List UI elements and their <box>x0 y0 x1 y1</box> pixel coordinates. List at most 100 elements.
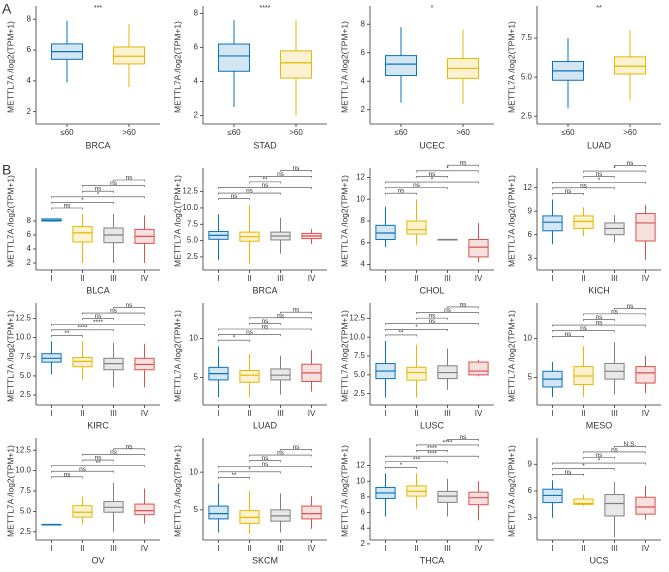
x-tick-label: II <box>414 544 418 553</box>
significance-bracket <box>583 170 646 173</box>
y-tick-label: 7.5 <box>187 219 199 228</box>
y-axis-label: METTL7A /log2(TPM+1) <box>506 175 516 267</box>
y-axis-label: METTL7A /log2(TPM+1) <box>339 310 349 402</box>
panel-label: A <box>2 1 12 17</box>
x-tick-label: III <box>277 274 284 283</box>
x-tick-label: ≤60 <box>561 128 575 137</box>
significance-label: ns <box>277 450 285 457</box>
significance-bracket <box>51 323 145 326</box>
y-tick-label: 5.0 <box>521 72 533 81</box>
y-tick-label: 2.5 <box>521 111 533 120</box>
significance-label: ns <box>293 444 301 451</box>
box <box>239 370 260 383</box>
significance-label: ns <box>64 203 72 210</box>
x-tick-label: IV <box>475 409 483 418</box>
y-tick-label: 10 <box>189 333 198 342</box>
significance-label: ns <box>596 171 604 178</box>
x-tick-label: >60 <box>289 128 303 137</box>
x-tick-label: IV <box>475 544 483 553</box>
significance-label: ** <box>95 460 101 467</box>
box <box>468 239 489 258</box>
x-tick-label: >60 <box>122 128 136 137</box>
y-tick-label: 4 <box>361 260 366 269</box>
significance-bracket <box>552 474 584 476</box>
y-tick-label: 5.0 <box>354 370 366 379</box>
y-tick-label: 4 <box>194 77 199 86</box>
y-axis-label: METTL7A /log2(TPM+1) <box>339 175 349 267</box>
significance-bracket <box>51 476 83 479</box>
significance-bracket <box>51 335 83 337</box>
significance-bracket <box>614 307 646 310</box>
significance-bracket <box>447 306 479 309</box>
x-tick-label: II <box>80 274 84 283</box>
significance-label: ns <box>262 318 270 325</box>
significance-bracket <box>51 196 145 199</box>
y-tick-label: 12 <box>523 183 532 192</box>
significance-label: * <box>431 177 434 184</box>
y-tick-label: 4 <box>27 244 32 253</box>
box <box>635 213 656 242</box>
x-tick-label: III <box>277 544 284 553</box>
y-tick-label: 2 <box>194 111 199 120</box>
y-axis-label: METTL7A /log2(TPM+1) <box>506 21 516 113</box>
x-tick-label: II <box>581 409 585 418</box>
significance-bracket <box>218 334 281 337</box>
significance-label: ** <box>64 330 70 337</box>
significance-label: ns <box>596 452 604 459</box>
significance-label: ns <box>627 303 635 310</box>
significance-label: ns <box>262 455 270 462</box>
significance-bracket <box>552 187 615 190</box>
box <box>573 498 594 505</box>
significance-label: ns <box>580 325 588 332</box>
significance-bracket <box>552 324 646 327</box>
x-tick-label: IV <box>141 409 149 418</box>
y-tick-label: 7.5 <box>20 352 32 361</box>
significance-label: ns <box>611 308 619 315</box>
y-tick-label: 10 <box>356 194 365 203</box>
significance-bracket <box>416 170 479 173</box>
y-tick-label: 7.5 <box>354 351 366 360</box>
y-tick-label: 8 <box>27 14 32 23</box>
significance-bracket <box>583 319 615 321</box>
significance-label: * <box>598 458 601 465</box>
x-tick-label: >60 <box>623 128 637 137</box>
x-tick-label: I <box>384 274 386 283</box>
x-tick-label: I <box>217 409 219 418</box>
significance-label: ns <box>95 186 103 193</box>
significance-label: **** <box>442 439 453 446</box>
y-tick-label: 10.0 <box>182 203 198 212</box>
x-tick-label: I <box>50 544 52 553</box>
significance-label: ns <box>429 171 437 178</box>
significance-bracket <box>583 451 646 454</box>
significance-label: * <box>598 177 601 184</box>
y-axis-label: METTL7A /log2(TPM+1) <box>506 445 516 537</box>
x-tick-label: ≤60 <box>394 128 408 137</box>
y-axis-label: METTL7A /log2(TPM+1) <box>172 21 182 113</box>
box <box>573 215 594 229</box>
x-tick-label: II <box>80 409 84 418</box>
significance-bracket <box>113 179 145 182</box>
significance-bracket <box>614 446 646 448</box>
box <box>614 56 646 75</box>
significance-label: N.S. <box>624 441 637 448</box>
significance-bracket <box>51 470 114 473</box>
box <box>301 505 322 520</box>
significance-bracket <box>280 449 312 451</box>
significance-bracket <box>385 467 417 469</box>
significance-bracket <box>82 318 114 321</box>
box <box>385 55 417 77</box>
y-axis-label: METTL7A /log2(TPM+1) <box>172 310 182 402</box>
significance-bracket <box>385 323 479 326</box>
significance-label: * <box>613 166 616 173</box>
x-axis-label: MESO <box>586 420 613 430</box>
significance-bracket <box>280 311 312 314</box>
significance-label: * <box>81 197 84 204</box>
x-tick-label: IV <box>642 274 650 283</box>
significance-label: * <box>415 324 418 331</box>
y-tick-label: 6 <box>194 43 199 52</box>
y-tick-label: 4 <box>361 523 366 532</box>
y-axis-label: METTL7A /log2(TPM+1) <box>5 310 15 402</box>
y-tick-label: 3 <box>528 253 533 262</box>
box <box>72 226 93 243</box>
y-tick-label: 10.0 <box>349 332 365 341</box>
